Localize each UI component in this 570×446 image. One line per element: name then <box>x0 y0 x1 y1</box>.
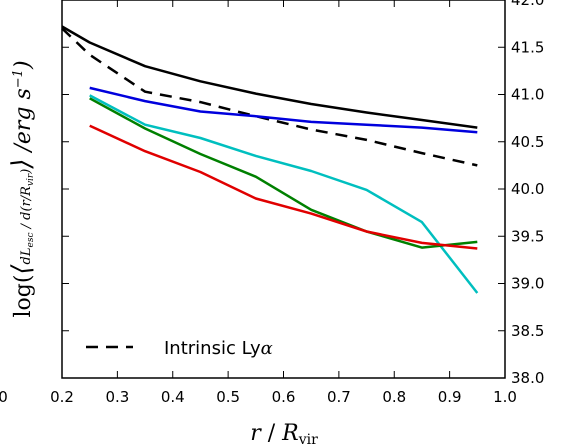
x-tick-label: 0.3 <box>105 388 129 406</box>
series-line-5 <box>89 124 478 250</box>
y-tick-label: 38.5 <box>511 322 544 340</box>
y-tick-label: 39.5 <box>511 227 544 245</box>
plot-frame <box>61 0 506 379</box>
x-tick-label: 0.8 <box>382 388 406 406</box>
x-tick-label: 0.2 <box>50 388 74 406</box>
x-tick-label: 0.4 <box>161 388 185 406</box>
series-line-4 <box>89 97 478 249</box>
x-tick-label: 0.6 <box>272 388 296 406</box>
svg-text:log(⟨dLesc / d(r/Rvir)⟩ /erg s: log(⟨dLesc / d(r/Rvir)⟩ /erg s−1) <box>7 60 37 317</box>
x-tick-label: 1.0 <box>493 388 517 406</box>
x-tick-label-left-edge: 0 <box>0 388 8 406</box>
x-tick-label: 0.7 <box>327 388 351 406</box>
y-tick-label: 40.5 <box>511 133 544 151</box>
y-tick-label: 38.0 <box>511 369 544 387</box>
series-line-2 <box>89 86 478 134</box>
series-line-0 <box>61 25 478 129</box>
y-tick-label: 41.0 <box>511 86 544 104</box>
series-line-3 <box>89 94 479 294</box>
tick-layer: 0.2 0.3 0.4 0.5 0.6 0.7 0.8 0.9 1.0 0 38.0 38.5 39.0… <box>0 0 544 406</box>
series-layer <box>61 25 479 294</box>
x-tick-label: 0.9 <box>438 388 462 406</box>
y-tick-label: 41.5 <box>511 38 544 56</box>
y-axis-label: log(⟨dLesc / d(r/Rvir)⟩ /erg s−1) <box>7 60 37 317</box>
y-tick-label: 40.0 <box>511 180 544 198</box>
legend-label: Intrinsic Lyα <box>164 338 273 359</box>
x-axis-label: r / Rvir <box>250 421 318 446</box>
x-tick-label: 0.5 <box>216 388 240 406</box>
series-line-1 <box>61 27 478 167</box>
y-tick-label: 39.0 <box>511 275 544 293</box>
legend: Intrinsic Lyα <box>86 338 273 359</box>
y-tick-label: 42.0 <box>511 0 544 9</box>
